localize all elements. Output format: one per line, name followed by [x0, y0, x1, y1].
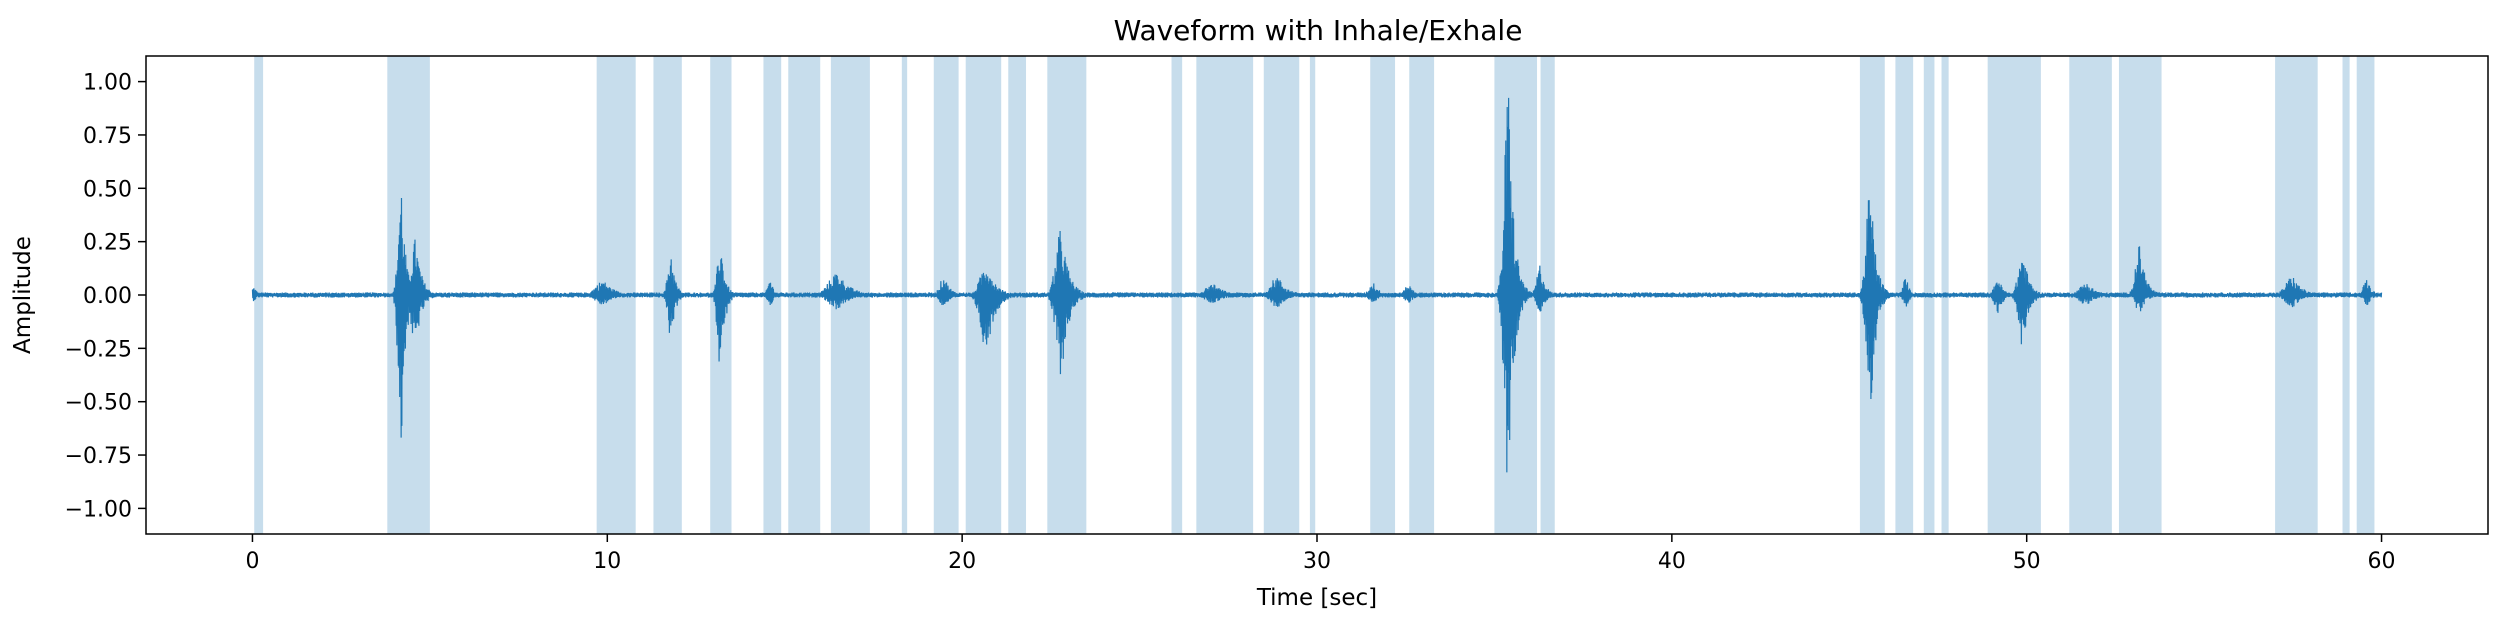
waveform-layer: [251, 97, 2383, 473]
x-tick-label: 10: [593, 549, 621, 574]
waveform-line: [251, 97, 2383, 473]
y-tick-label: 0.25: [83, 231, 132, 256]
y-ticks: 1.00 0.75 0.50 0.25 0.00 −0.25 −0.50 −0.75 −1.00: [65, 71, 146, 522]
x-tick-label: 30: [1303, 549, 1331, 574]
chart-title: Waveform with Inhale/Exhale: [1114, 14, 1523, 47]
x-tick-label: 0: [245, 549, 259, 574]
y-tick-label: 1.00: [83, 71, 132, 96]
y-tick-label: −0.25: [65, 337, 132, 362]
x-tick-label: 50: [2013, 549, 2041, 574]
y-tick-label: 0.75: [83, 124, 132, 149]
x-tick-label: 40: [1658, 549, 1686, 574]
y-tick-label: −0.50: [65, 391, 132, 416]
x-tick-label: 20: [948, 549, 976, 574]
y-axis-title: Amplitude: [10, 236, 36, 354]
y-tick-label: 0.00: [83, 284, 132, 309]
x-ticks: 0 10 20 30 40 50 60: [245, 534, 2396, 574]
y-tick-label: 0.50: [83, 177, 132, 202]
x-axis-title: Time [sec]: [1256, 585, 1377, 611]
y-tick-label: −0.75: [65, 444, 132, 469]
y-tick-label: −1.00: [65, 497, 132, 522]
x-tick-label: 60: [2368, 549, 2396, 574]
